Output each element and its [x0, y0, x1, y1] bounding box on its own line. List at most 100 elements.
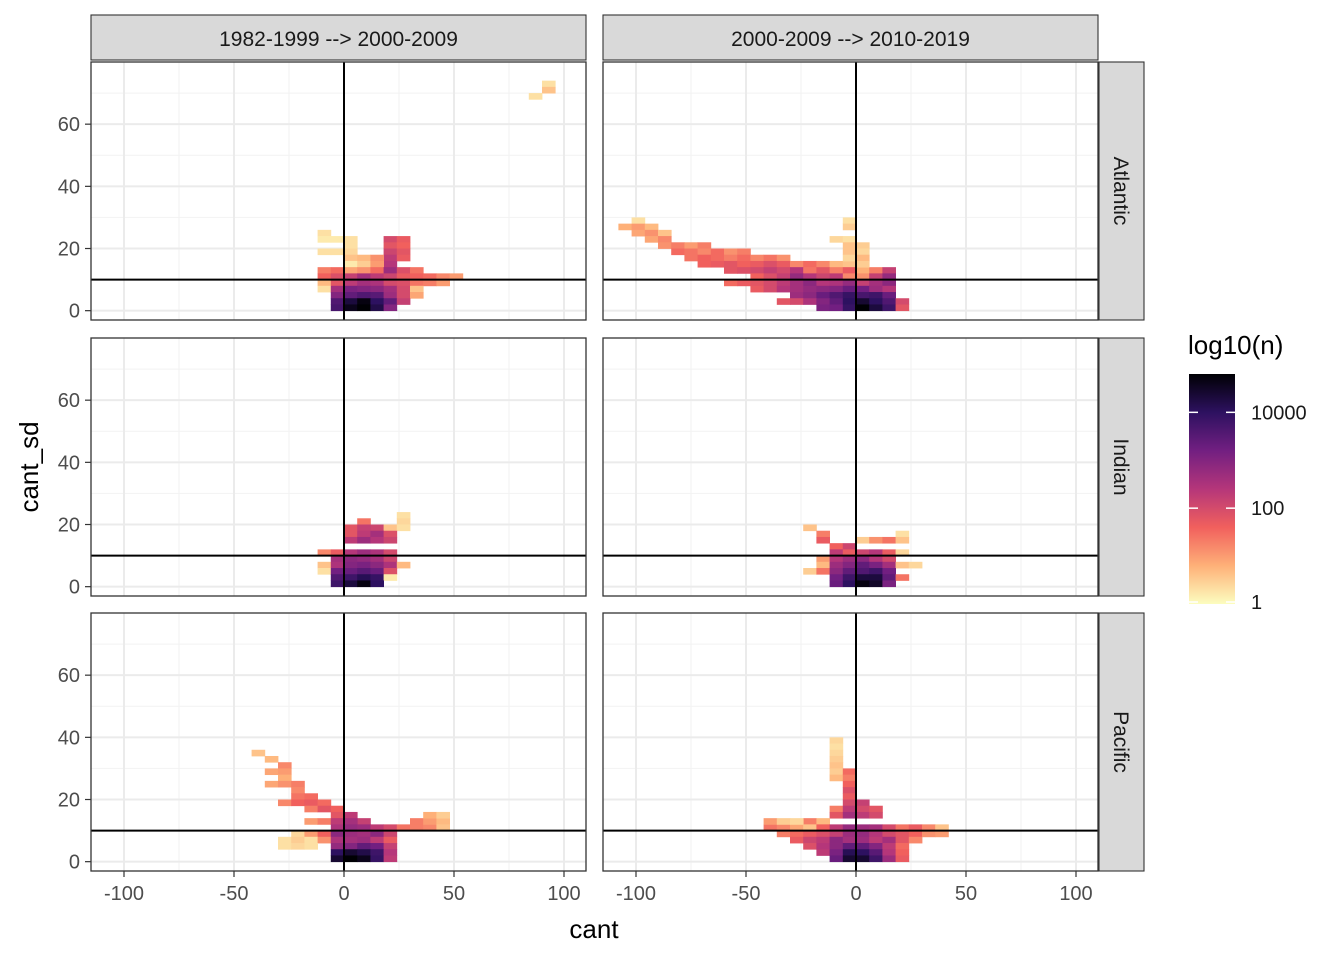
heatmap-cell — [856, 805, 870, 813]
heatmap-cell — [436, 273, 450, 280]
heatmap-cell — [383, 549, 398, 556]
heatmap-cell — [882, 574, 896, 581]
heatmap-cell — [816, 273, 830, 280]
heatmap-cell — [370, 254, 384, 262]
heatmap-cell — [842, 780, 857, 788]
heatmap-cell — [344, 260, 358, 268]
x-tick-label: -50 — [220, 883, 249, 905]
heatmap-cell — [869, 843, 883, 850]
heatmap-cell — [895, 855, 910, 863]
heatmap-cell — [671, 248, 685, 256]
heatmap-cell — [357, 568, 371, 575]
heatmap-cell — [330, 279, 345, 287]
heatmap-cell — [304, 830, 318, 838]
heatmap-cell — [895, 843, 910, 850]
heatmap-cell — [803, 843, 817, 850]
heatmap-cell — [776, 830, 791, 838]
heatmap-cell — [882, 555, 896, 563]
heatmap-cell — [869, 830, 883, 838]
heatmap-cell — [344, 304, 358, 312]
heatmap-cell — [370, 855, 384, 863]
heatmap-cell — [278, 768, 292, 776]
y-tick-label: 40 — [58, 452, 80, 474]
heatmap-cell — [383, 824, 398, 831]
heatmap-cell — [330, 574, 345, 581]
heatmap-cell — [330, 818, 345, 825]
heatmap-cell — [842, 292, 857, 299]
heatmap-cell — [344, 818, 358, 825]
heatmap-cell — [816, 530, 830, 538]
heatmap-cell — [842, 855, 857, 863]
heatmap-cell — [842, 787, 857, 794]
heatmap-cell — [842, 248, 857, 256]
heatmap-cell — [317, 830, 332, 838]
heatmap-cell — [803, 524, 817, 532]
heatmap-cell — [763, 818, 778, 825]
heatmap-cell — [383, 836, 398, 844]
heatmap-cell — [816, 824, 830, 831]
heatmap-cell — [829, 824, 844, 831]
heatmap-cell — [344, 849, 358, 856]
heatmap-cell — [317, 818, 332, 825]
heatmap-cell — [763, 279, 778, 287]
legend: log10(n) 1 100 10000 — [1188, 330, 1307, 614]
heatmap-cell — [908, 561, 923, 569]
heatmap-cell — [330, 824, 345, 831]
legend-title: log10(n) — [1188, 330, 1283, 360]
heatmap-cell — [922, 824, 936, 831]
heatmap-cell — [882, 580, 896, 588]
heatmap-cell — [829, 236, 844, 243]
heatmap-cell — [856, 304, 870, 312]
heatmap-cell — [895, 574, 910, 581]
panels-layer — [90, 61, 1099, 872]
heatmap-cell — [357, 549, 371, 556]
heatmap-cell — [396, 512, 411, 519]
heatmap-cell — [816, 292, 830, 299]
heatmap-cell — [344, 298, 358, 305]
heatmap-cell — [370, 273, 384, 280]
heatmap-cell — [304, 818, 318, 825]
heatmap-cell — [291, 799, 305, 807]
heatmap-cell — [737, 267, 751, 274]
heatmap-cell — [803, 292, 817, 299]
heatmap-cell — [869, 304, 883, 312]
heatmap-cell — [829, 743, 844, 751]
heatmap-cell — [790, 298, 804, 305]
heatmap-cell — [842, 298, 857, 305]
heatmap-cell — [790, 285, 804, 293]
heatmap-cell — [383, 574, 398, 581]
heatmap-cell — [383, 568, 398, 575]
heatmap-cell — [631, 223, 646, 231]
heatmap-cell — [423, 811, 437, 819]
heatmap-cell — [291, 780, 305, 788]
heatmap-cell — [829, 543, 844, 550]
heatmap-cell — [357, 818, 371, 825]
panel-pacific-2 — [602, 612, 1099, 872]
heatmap-cell — [737, 279, 751, 287]
heatmap-cell — [357, 273, 371, 280]
heatmap-cell — [790, 818, 804, 825]
heatmap-cell — [357, 830, 371, 838]
heatmap-cell — [882, 561, 896, 569]
heatmap-cell — [829, 849, 844, 856]
row-strip-2: Indian — [1098, 337, 1145, 597]
heatmap-cell — [396, 254, 411, 262]
heatmap-cell — [776, 267, 791, 274]
heatmap-cell — [291, 836, 305, 844]
y-tick-label: 20 — [58, 239, 80, 261]
heatmap-cell — [436, 811, 450, 819]
heatmap-cell — [528, 93, 543, 100]
heatmap-cell — [829, 273, 844, 280]
heatmap-cell — [803, 818, 817, 825]
heatmap-cell — [724, 267, 738, 274]
y-tick-label: 40 — [58, 727, 80, 749]
heatmap-cell — [396, 285, 411, 293]
heatmap-cell — [383, 298, 398, 305]
heatmap-cell — [842, 543, 857, 550]
heatmap-cell — [330, 273, 345, 280]
heatmap-cell — [790, 292, 804, 299]
heatmap-cell — [330, 836, 345, 844]
heatmap-cell — [383, 843, 398, 850]
heatmap-cell — [344, 292, 358, 299]
heatmap-cell — [317, 561, 332, 569]
